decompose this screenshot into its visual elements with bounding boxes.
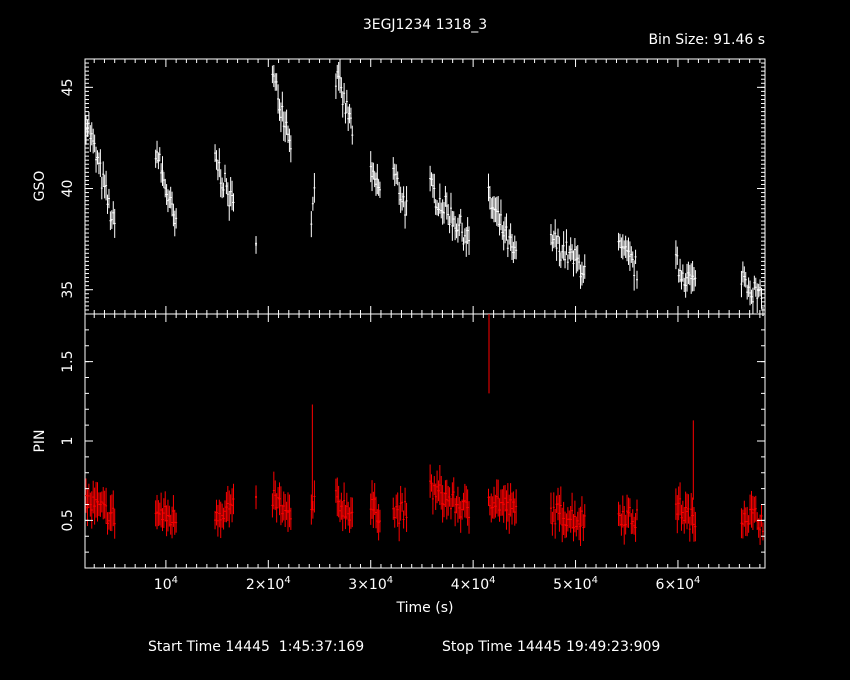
x-tick-label: 6×104 (656, 575, 701, 593)
tick-labels: 35 40 45 0.5 1 1.5 104 2×104 3×104 4×104 5×104 6×10… (60, 78, 700, 593)
bin-size-label: Bin Size: 91.46 s (648, 32, 765, 48)
y-tick-label: 0.5 (60, 509, 76, 531)
x-tick-label: 104 (154, 575, 178, 593)
y-tick-label: 1.5 (60, 350, 76, 372)
time-axis-label: Time (s) (396, 600, 454, 616)
x-tick-label: 3×104 (348, 575, 393, 593)
y-tick-label: 1 (60, 437, 76, 446)
y-tick-label: 35 (60, 281, 76, 299)
start-time-label: Start Time 14445 1:45:37:169 (148, 639, 364, 655)
pin-axis-label: PIN (32, 429, 48, 452)
x-tick-label: 4×104 (451, 575, 496, 593)
gso-axis-label: GSO (32, 171, 48, 202)
bottom-panel-frame (84, 313, 766, 569)
y-tick-label: 45 (60, 78, 76, 96)
gso-series (85, 61, 764, 316)
x-tick-label: 5×104 (553, 575, 598, 593)
pin-series (85, 314, 764, 547)
top-panel-frame (84, 58, 766, 315)
chart-title: 3EGJ1234 1318_3 (363, 17, 487, 33)
y-tick-label: 40 (60, 180, 76, 198)
x-tick-label: 2×104 (246, 575, 291, 593)
axis-ticks (85, 59, 765, 568)
stop-time-label: Stop Time 14445 19:49:23:909 (442, 639, 660, 655)
